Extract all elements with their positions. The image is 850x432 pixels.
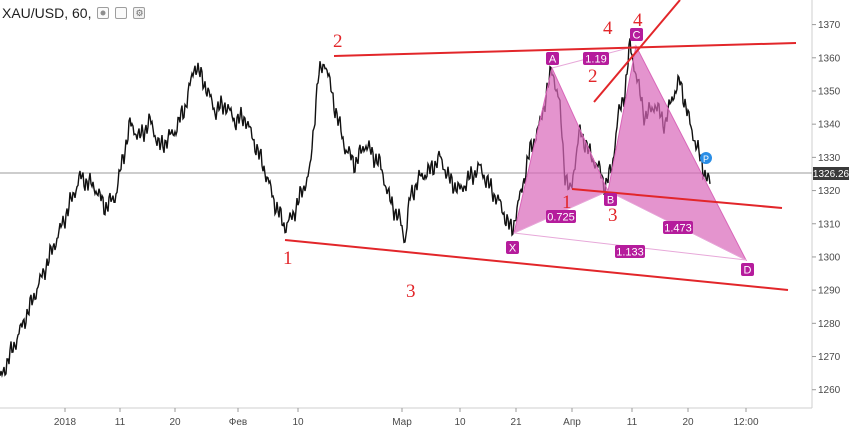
square-icon[interactable] [115, 7, 128, 19]
harmonic-triangle-xab [513, 66, 609, 234]
y-tick-label: 1290 [818, 286, 841, 297]
y-tick-label: 1350 [818, 86, 841, 97]
ratio-label-xb[interactable]: 0.725 [546, 210, 576, 224]
svg-text:D: D [744, 265, 752, 277]
harmonic-point-b[interactable]: B [604, 193, 617, 207]
price-axis[interactable]: 1260 1270 1280 1290 1300 1310 1320 1330 1340 1350… [812, 20, 841, 396]
wave-lines[interactable] [284, 0, 797, 291]
x-tick-label: 20 [682, 417, 694, 428]
svg-text:B: B [607, 195, 614, 207]
ratio-label-bd[interactable]: 1.473 [663, 221, 693, 235]
wave-label-4-left: 4 [603, 18, 613, 39]
lower-channel-line-left [284, 239, 789, 291]
wave-label-1-left: 1 [283, 248, 293, 269]
wave-label-3-right: 3 [608, 205, 618, 226]
svg-text:C: C [633, 30, 641, 42]
ratio-label-xd[interactable]: 1.133 [615, 245, 645, 259]
harmonic-point-a[interactable]: A [546, 52, 559, 66]
x-tick-label: 21 [510, 417, 522, 428]
svg-text:X: X [509, 243, 517, 255]
svg-text:1.473: 1.473 [664, 223, 692, 235]
price-series [0, 38, 711, 378]
y-tick-label: 1280 [818, 319, 841, 330]
y-tick-label: 1370 [818, 20, 841, 31]
y-tick-label: 1320 [818, 186, 841, 197]
current-price-label[interactable]: 1326.26 [813, 167, 850, 180]
harmonic-point-c[interactable]: C [630, 28, 643, 42]
x-tick-label: Апр [563, 417, 581, 428]
gear-icon[interactable]: ⚙ [133, 7, 146, 19]
svg-text:A: A [549, 54, 557, 66]
wave-label-3-left: 3 [406, 281, 416, 302]
x-tick-label: 12:00 [733, 417, 758, 428]
price-line [0, 38, 711, 378]
x-tick-label: 10 [292, 417, 304, 428]
symbol-title[interactable]: XAU/USD, 60, [2, 5, 92, 21]
svg-text:P: P [703, 154, 709, 164]
y-tick-label: 1360 [818, 53, 841, 64]
y-tick-label: 1340 [818, 120, 841, 131]
circle-dot-icon[interactable] [97, 7, 110, 19]
harmonic-point-d[interactable]: D [741, 263, 754, 277]
svg-text:0.725: 0.725 [547, 212, 575, 224]
y-tick-label: 1260 [818, 385, 841, 396]
upper-channel-line [333, 42, 797, 57]
x-tick-label: Мар [392, 417, 412, 428]
y-tick-label: 1310 [818, 219, 841, 230]
svg-text:1326.26: 1326.26 [813, 169, 850, 180]
harmonic-point-p[interactable]: P [700, 152, 712, 164]
y-tick-label: 1270 [818, 352, 841, 363]
x-tick-label: 11 [627, 417, 638, 428]
harmonic-point-x[interactable]: X [506, 241, 519, 255]
wave-label-4-right: 4 [633, 10, 643, 31]
lower-channel-line-right [571, 188, 783, 209]
x-tick-label: Фев [229, 417, 247, 428]
x-tick-label: 20 [169, 417, 181, 428]
y-tick-label: 1330 [818, 153, 841, 164]
wave-label-2-left: 2 [333, 31, 343, 52]
x-tick-label: 10 [454, 417, 466, 428]
harmonic-pattern[interactable] [513, 44, 748, 262]
wave-label-1-right: 1 [562, 192, 572, 213]
symbol-header: XAU/USD, 60, ⚙ [0, 0, 146, 26]
x-tick-label: 2018 [54, 417, 77, 428]
time-axis[interactable]: 2018 11 20 Фев 10 Мар 10 21 Апр 11 20 12:00 [54, 408, 759, 428]
svg-text:1.19: 1.19 [585, 54, 606, 66]
wave-line-up [593, 0, 681, 103]
ratio-label-ac[interactable]: 1.19 [583, 52, 609, 66]
y-tick-label: 1300 [818, 252, 841, 263]
wave-label-2-right: 2 [588, 66, 598, 87]
wave-labels: 1 2 3 1 2 3 4 4 [283, 10, 643, 302]
svg-text:1.133: 1.133 [616, 247, 644, 259]
x-tick-label: 11 [115, 417, 126, 428]
